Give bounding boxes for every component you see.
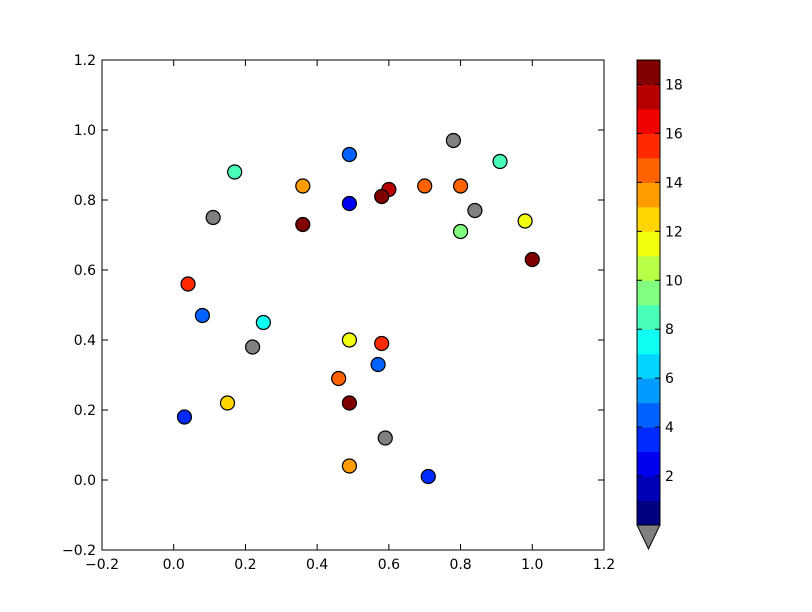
colorbar-bands (637, 60, 660, 526)
colorbar-band (637, 500, 660, 526)
y-tick-label: −0.2 (62, 543, 96, 559)
colorbar-band (637, 231, 660, 257)
scatter-point (374, 335, 390, 352)
y-tick-label: 0.0 (74, 473, 96, 489)
scatter-point (445, 132, 461, 149)
scatter-point (377, 430, 393, 446)
colorbar-band (637, 378, 660, 404)
scatter-point (341, 458, 358, 474)
scatter-point (205, 209, 221, 226)
scatter-point (176, 409, 193, 425)
scatter-point (374, 188, 390, 205)
colorbar-band (637, 157, 660, 183)
colorbar-tick-label: 8 (665, 322, 674, 338)
colorbar-tick-label: 10 (665, 273, 683, 289)
colorbar-band (637, 451, 660, 477)
scatter-point (524, 251, 540, 268)
y-tick-label: 1.0 (74, 123, 96, 139)
x-tick-label: 0.6 (378, 557, 400, 573)
scatter-point (452, 178, 469, 194)
x-tick-label: −0.2 (85, 557, 119, 573)
scatter-point (245, 339, 261, 355)
x-tick-label: 0.0 (163, 557, 185, 573)
colorbar-band (637, 133, 660, 159)
x-tick-label: 0.8 (449, 557, 471, 573)
scatter-point (180, 276, 196, 292)
y-axis-ticks: −0.2 0.0 0.2 0.4 0.6 0.8 1.0 1.2 (62, 53, 604, 559)
scatter-point (452, 223, 469, 240)
colorbar-band (637, 60, 660, 85)
colorbar-band (637, 329, 660, 355)
scatter-point (492, 153, 508, 170)
colorbar-frame (636, 59, 661, 526)
scatter-point (341, 195, 358, 212)
colorbar-band (637, 206, 660, 232)
scatter-point (467, 202, 483, 219)
scatter-point (194, 307, 210, 324)
y-tick-label: 0.6 (74, 263, 96, 279)
x-tick-label: 0.2 (234, 557, 256, 573)
x-axis-ticks: −0.2 0.0 0.2 0.4 0.6 0.8 1.0 1.2 (85, 60, 615, 573)
scatter-point (227, 164, 243, 180)
scatter-point (331, 370, 347, 387)
colorbar-tick-label: 14 (665, 175, 683, 191)
colorbar-band (637, 402, 660, 428)
scatter-point (219, 395, 236, 411)
colorbar-band (637, 255, 660, 281)
colorbar-band (637, 427, 660, 453)
colorbar-band (637, 182, 660, 208)
x-tick-label: 1.0 (521, 557, 543, 573)
colorbar-band (637, 353, 660, 379)
colorbar-band (637, 476, 660, 502)
scatter-point (341, 395, 358, 411)
y-tick-label: 0.8 (74, 193, 96, 209)
x-tick-label: 0.4 (306, 557, 328, 573)
scatter-point (370, 356, 386, 373)
plot-frame (101, 59, 605, 551)
y-tick-label: 0.2 (74, 403, 96, 419)
colorbar-tick-label: 2 (665, 469, 674, 485)
colorbar-band (637, 108, 660, 134)
plot-background (102, 60, 604, 550)
scatter-point (420, 468, 436, 485)
y-tick-label: 0.4 (74, 333, 96, 349)
colorbar-tick-label: 18 (665, 77, 683, 93)
colorbar-ticks: 2 4 6 8 10 12 14 16 18 (637, 77, 683, 485)
colorbar-tick-label: 12 (665, 224, 683, 240)
scatter-point (341, 146, 358, 163)
colorbar-under-triangle (636, 524, 661, 551)
scatter-point (517, 213, 533, 229)
data-points (176, 132, 540, 485)
colorbar-band (637, 280, 660, 306)
scatter-point (417, 178, 433, 194)
scatter-point (295, 216, 311, 233)
colorbar-band (637, 84, 660, 110)
colorbar: 2 4 6 8 10 12 14 16 18 (636, 59, 683, 551)
colorbar-tick-label: 6 (665, 371, 674, 387)
scatter-point (341, 332, 358, 348)
scatter-point (295, 178, 311, 194)
colorbar-tick-label: 16 (665, 126, 683, 142)
y-tick-label: 1.2 (74, 53, 96, 69)
colorbar-band (637, 304, 660, 330)
plot-area: −0.2 0.0 0.2 0.4 0.6 0.8 1.0 1.2 −0.2 0.0 0.2 0.4 0… (62, 53, 615, 573)
scatter-point (255, 314, 271, 331)
x-tick-label: 1.2 (593, 557, 615, 573)
colorbar-tick-label: 4 (665, 420, 674, 436)
